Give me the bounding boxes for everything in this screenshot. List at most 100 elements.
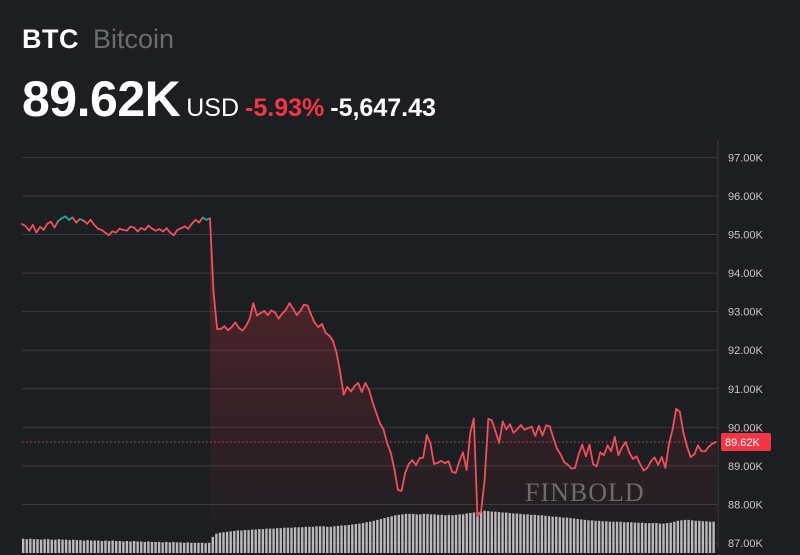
- volume-bar: [204, 543, 207, 553]
- price-line-segment: [375, 411, 381, 425]
- volume-bar: [154, 541, 157, 553]
- price-line-segment: [617, 446, 623, 457]
- volume-bar: [32, 539, 36, 553]
- price-line-segment: [346, 385, 352, 393]
- finbold-watermark: FINBOLD: [525, 478, 645, 507]
- price-line-segment: [646, 460, 652, 469]
- price-line-segment: [288, 302, 294, 310]
- price-line-segment: [480, 478, 486, 513]
- price-line-segment: [328, 334, 334, 342]
- price-line-segment: [624, 441, 631, 454]
- price-line-segment: [28, 223, 34, 232]
- price-line-segment: [465, 432, 472, 471]
- volume-bar: [86, 540, 89, 553]
- volume-bar: [200, 542, 204, 553]
- price-area: [209, 218, 717, 546]
- price-row: 89.62K USD -5.93% -5,647.43: [22, 70, 436, 128]
- price-area-fill: [209, 218, 717, 546]
- price-line-segment: [382, 428, 388, 444]
- price-line-segment: [198, 216, 204, 224]
- price-line-segment: [541, 424, 548, 437]
- volume-bar: [179, 542, 182, 553]
- current-price-marker: 89.62K: [22, 433, 771, 452]
- price-line-segment: [31, 223, 38, 234]
- volume-bar: [25, 539, 28, 553]
- price-line-segment: [671, 407, 678, 431]
- y-tick-label: 94.00K: [728, 268, 764, 280]
- volume-bar: [186, 542, 189, 553]
- price-line-segment: [209, 217, 215, 294]
- price-line-segment: [299, 303, 305, 312]
- price-line-segment: [277, 312, 284, 320]
- price-line-segment: [71, 216, 78, 224]
- price-line-segment: [490, 419, 497, 433]
- current-price: 89.62K: [22, 71, 181, 127]
- volume-bar: [150, 541, 154, 553]
- volume-bar: [111, 540, 114, 553]
- volume-bar: [182, 542, 186, 553]
- price-line-segment: [588, 443, 595, 465]
- volume-bar: [39, 539, 43, 553]
- price-line-segment: [350, 385, 356, 393]
- volume-bar: [68, 540, 71, 553]
- price-line-segment: [613, 436, 620, 457]
- price-line-segment: [595, 451, 602, 468]
- price-line-segment: [248, 302, 255, 320]
- price-line-segment: [53, 220, 60, 229]
- price-line-segment: [447, 460, 454, 473]
- price-line-segment: [378, 422, 385, 431]
- price-line-segment: [357, 382, 363, 393]
- y-tick-label: 89.00K: [728, 461, 764, 473]
- volume-bar: [82, 540, 86, 553]
- volume-bar: [157, 541, 161, 553]
- volume-bar: [47, 539, 50, 553]
- price-line-segment: [494, 430, 501, 444]
- volume-bar: [61, 539, 64, 553]
- price-line-segment: [339, 370, 345, 396]
- volume-bar: [89, 540, 93, 553]
- price-line-segment: [245, 317, 251, 327]
- price-line-segment: [331, 339, 338, 354]
- price-line-segment: [89, 218, 96, 226]
- volume-bar: [57, 539, 61, 553]
- price-line-segment: [400, 471, 407, 492]
- price-line-segment: [234, 321, 240, 329]
- y-tick-label: 88.00K: [728, 500, 764, 512]
- volume-bar: [115, 541, 118, 553]
- price-line-segment: [360, 382, 367, 393]
- change-absolute: -5,647.43: [330, 94, 436, 122]
- current-price-tag: [721, 433, 771, 452]
- price-line-segment: [24, 225, 31, 232]
- price-line-segment: [686, 445, 692, 458]
- y-tick-label: 90.00K: [728, 422, 764, 434]
- volume-bar: [36, 539, 39, 553]
- price-line-segment: [429, 442, 435, 465]
- volume-bar: [165, 541, 168, 553]
- price-line-segment: [306, 304, 313, 316]
- volume-bar: [147, 541, 150, 553]
- price-line-segment: [628, 451, 634, 460]
- price-line-segment: [635, 455, 641, 465]
- volume-bar: [175, 542, 179, 553]
- volume-bar: [208, 542, 211, 553]
- volume-bar: [93, 540, 96, 553]
- volume-bar: [129, 541, 132, 553]
- price-line-segment: [393, 467, 399, 491]
- price-line-segment: [519, 424, 526, 431]
- price-line-segment: [556, 447, 562, 456]
- price-line-segment: [610, 436, 616, 453]
- price-line-segment: [335, 351, 341, 373]
- price-line-segment: [577, 443, 584, 456]
- change-percent: -5.93%: [245, 94, 325, 122]
- volume-bar: [72, 539, 75, 553]
- price-line-segment: [266, 309, 273, 317]
- price-line-segment: [581, 443, 587, 458]
- price-line-segment: [165, 227, 172, 234]
- price-line-segment: [252, 302, 258, 317]
- asset-title-row: BTC Bitcoin: [22, 24, 436, 64]
- price-line-segment: [212, 291, 219, 330]
- price-line-segment: [50, 220, 56, 229]
- price-line-segment: [411, 459, 417, 467]
- price-line-segment: [534, 424, 540, 437]
